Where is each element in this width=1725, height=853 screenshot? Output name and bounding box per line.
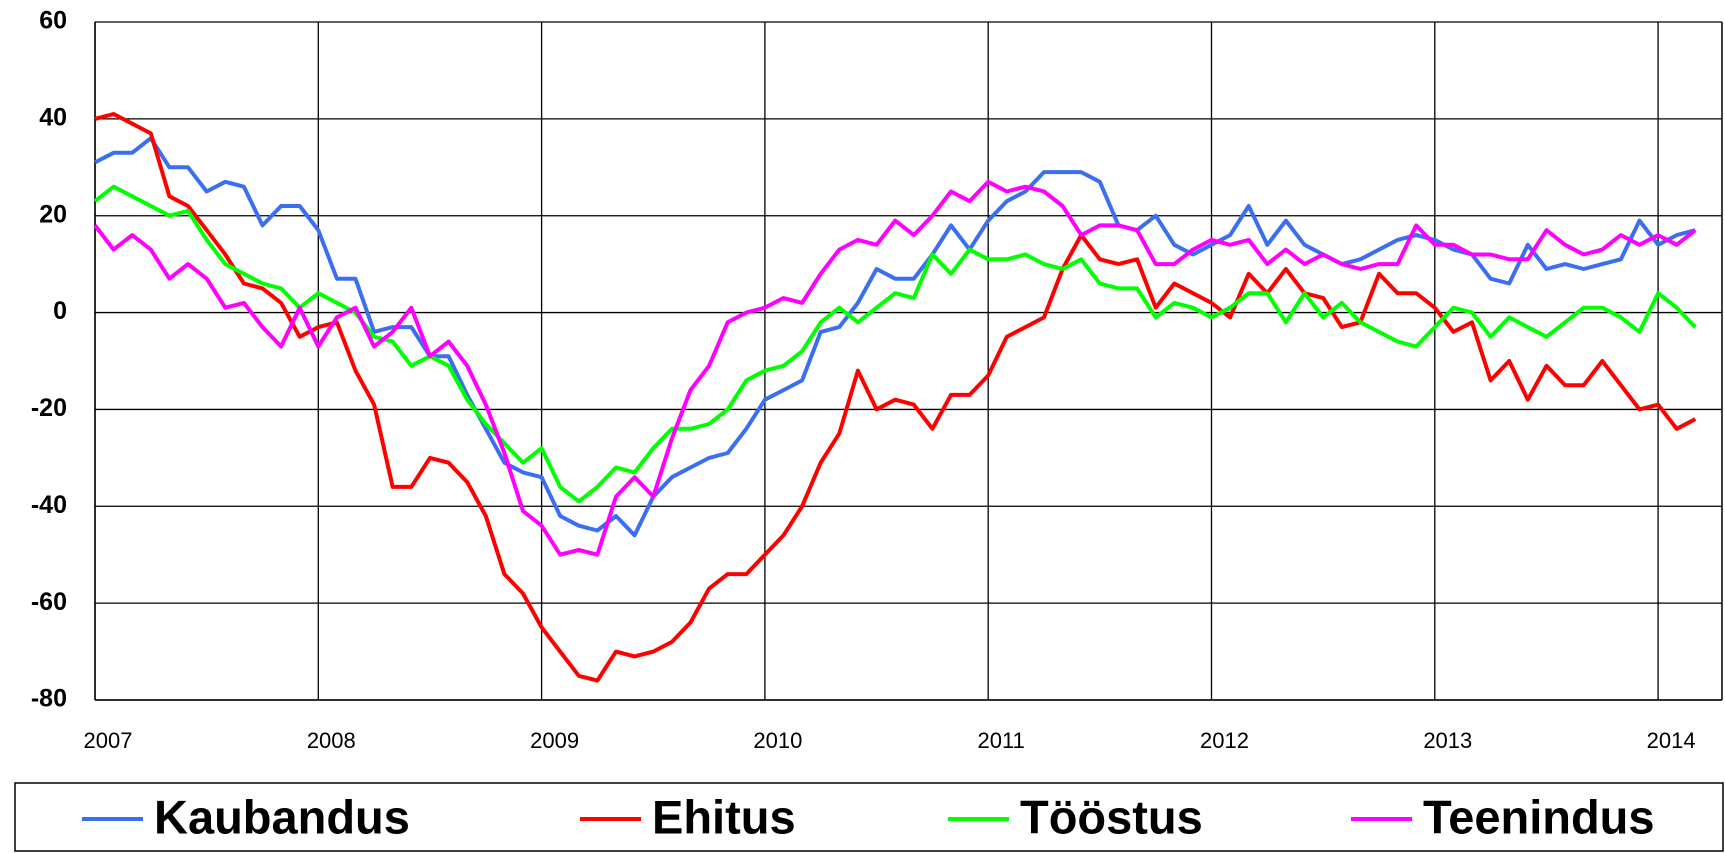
x-tick-label: 2011	[978, 728, 1025, 753]
x-tick-label: 2014	[1647, 728, 1696, 753]
legend-label: Tööstus	[1020, 790, 1203, 843]
y-tick-label: -80	[31, 685, 67, 713]
y-tick-label: 20	[39, 200, 67, 228]
x-tick-label: 2007	[84, 728, 133, 753]
legend-label: Kaubandus	[154, 790, 410, 843]
y-tick-label: -40	[31, 491, 67, 519]
series-line	[94, 112, 1697, 683]
series-line	[93, 184, 1697, 504]
x-tick-label: 2008	[307, 728, 356, 753]
x-tick-label: 2013	[1423, 728, 1472, 753]
x-tick-label: 2012	[1200, 728, 1249, 753]
y-tick-label: 60	[39, 7, 67, 35]
y-tick-label: -20	[31, 394, 67, 422]
x-tick-label: 2009	[530, 728, 579, 753]
legend-label: Ehitus	[652, 790, 796, 843]
legend-label: Teenindus	[1423, 790, 1655, 843]
x-tick-label: 2010	[753, 728, 802, 753]
y-tick-label: 40	[39, 103, 67, 131]
legend-box	[14, 782, 1724, 852]
series-line	[93, 179, 1697, 557]
y-tick-label: -60	[31, 588, 67, 616]
y-tick-label: 0	[53, 297, 67, 325]
series-line	[94, 136, 1696, 538]
